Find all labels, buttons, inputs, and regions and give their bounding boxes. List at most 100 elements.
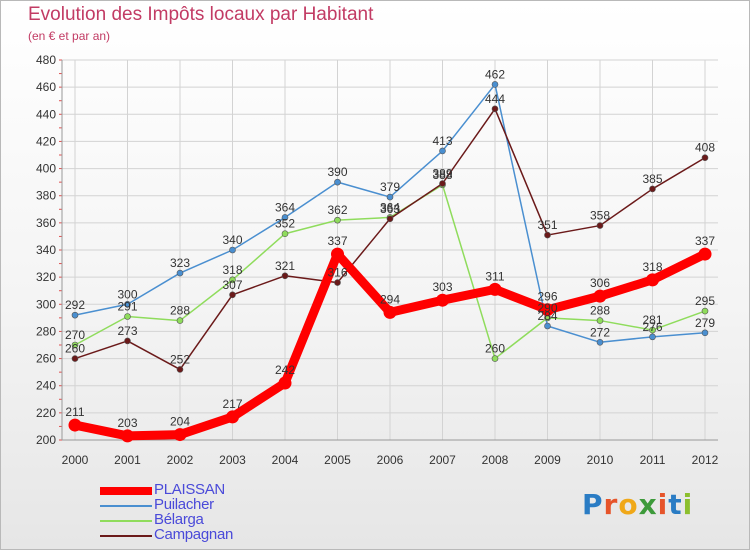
legend-label-belarga: Bélarga <box>154 511 204 528</box>
data-label-plaissan: 203 <box>117 416 137 430</box>
data-point-puilacher <box>176 269 184 277</box>
y-tick-label: 380 <box>36 189 56 203</box>
legend-item-puilacher[interactable]: Puilacher <box>100 496 350 513</box>
data-label-campagnan: 307 <box>222 278 242 292</box>
data-label-plaissan: 242 <box>275 363 295 377</box>
proxiti-logo: Proxiti <box>582 488 694 521</box>
y-tick-label: 480 <box>36 53 56 67</box>
y-tick-label: 200 <box>36 433 56 447</box>
data-label-plaissan: 311 <box>485 269 504 283</box>
data-point-belarga <box>649 326 656 334</box>
data-label-campagnan: 408 <box>695 141 715 155</box>
data-label-belarga: 295 <box>695 294 715 308</box>
data-point-plaissan <box>383 305 397 319</box>
data-point-plaissan <box>173 428 187 442</box>
data-label-puilacher: 413 <box>432 134 452 148</box>
data-label-campagnan: 273 <box>117 324 137 338</box>
y-tick-label: 360 <box>36 216 56 230</box>
y-tick-label: 400 <box>36 162 56 176</box>
data-label-puilacher: 390 <box>327 165 347 179</box>
y-tick-label: 220 <box>36 406 56 420</box>
data-point-campagnan <box>229 291 236 299</box>
data-label-puilacher: 462 <box>485 67 505 81</box>
legend-swatch-campagnan <box>100 535 152 537</box>
data-point-plaissan <box>593 289 607 303</box>
data-point-belarga <box>701 307 709 315</box>
chart-title: Evolution des Impôts locaux par Habitant <box>28 4 374 25</box>
data-label-campagnan: 363 <box>380 202 400 216</box>
data-label-campagnan: 321 <box>275 259 295 273</box>
legend-item-belarga[interactable]: Bélarga <box>100 511 350 528</box>
data-label-campagnan: 316 <box>327 266 347 280</box>
data-point-puilacher <box>439 147 446 155</box>
data-label-plaissan: 337 <box>695 234 715 248</box>
data-label-campagnan: 351 <box>537 218 557 232</box>
legend-item-plaissan[interactable]: PLAISSAN <box>100 481 350 498</box>
data-label-belarga: 291 <box>117 300 137 314</box>
data-point-campagnan <box>701 154 709 162</box>
data-point-belarga <box>124 313 131 320</box>
data-point-puilacher <box>281 214 289 221</box>
data-point-campagnan <box>596 222 604 229</box>
legend-label-plaissan: PLAISSAN <box>154 481 225 498</box>
x-tick-label: 2000 <box>62 453 89 467</box>
data-point-plaissan <box>698 247 712 261</box>
data-point-belarga <box>229 276 236 284</box>
data-point-puilacher <box>334 178 341 186</box>
y-tick-label: 460 <box>36 80 56 94</box>
data-label-plaissan: 337 <box>327 234 347 248</box>
data-label-plaissan: 303 <box>432 280 452 294</box>
y-tick-label: 320 <box>36 270 56 284</box>
data-label-puilacher: 276 <box>642 320 662 334</box>
data-label-belarga: 288 <box>590 304 610 318</box>
data-label-campagnan: 358 <box>590 209 610 223</box>
data-label-belarga: 281 <box>642 313 662 327</box>
data-label-campagnan: 444 <box>485 92 505 106</box>
data-point-belarga <box>596 317 604 324</box>
data-label-puilacher: 279 <box>695 316 715 330</box>
y-tick-label: 440 <box>36 107 56 121</box>
chart-legend: PLAISSAN Puilacher Bélarga Campagnan <box>100 481 350 543</box>
data-point-puilacher <box>124 300 131 308</box>
x-tick-label: 2011 <box>640 453 666 467</box>
y-tick-label: 300 <box>36 297 56 311</box>
x-tick-label: 2003 <box>219 453 246 467</box>
data-point-plaissan <box>488 282 502 296</box>
data-point-puilacher <box>701 329 709 337</box>
data-label-puilacher: 284 <box>537 309 557 323</box>
x-tick-label: 2001 <box>114 453 141 467</box>
y-tick-label: 240 <box>36 379 56 393</box>
data-label-plaissan: 296 <box>537 290 557 304</box>
x-tick-label: 2010 <box>587 453 614 467</box>
data-label-belarga: 318 <box>222 263 242 277</box>
data-label-belarga: 362 <box>327 203 347 217</box>
data-point-puilacher <box>386 193 394 201</box>
data-point-plaissan <box>226 410 239 424</box>
legend-item-campagnan[interactable]: Campagnan <box>100 526 350 543</box>
data-label-belarga: 288 <box>170 304 190 318</box>
data-point-belarga <box>176 317 184 324</box>
x-tick-label: 2002 <box>167 453 194 467</box>
data-label-plaissan: 294 <box>380 292 400 306</box>
data-label-belarga: 352 <box>275 217 295 231</box>
data-label-belarga: 260 <box>485 342 505 356</box>
data-point-campagnan <box>491 105 499 113</box>
data-label-puilacher: 340 <box>222 233 242 247</box>
data-label-belarga: 364 <box>380 200 400 214</box>
data-label-puilacher: 272 <box>590 325 610 339</box>
data-point-plaissan <box>541 303 554 317</box>
data-point-campagnan <box>386 215 394 223</box>
data-point-puilacher <box>596 338 604 346</box>
data-point-plaissan <box>121 429 134 443</box>
data-point-belarga <box>281 230 289 238</box>
data-point-campagnan <box>71 355 79 362</box>
data-point-belarga <box>71 341 79 349</box>
x-tick-label: 2008 <box>482 453 509 467</box>
legend-swatch-plaissan <box>100 487 152 495</box>
data-label-plaissan: 204 <box>170 415 190 429</box>
legend-swatch-belarga <box>100 520 152 522</box>
data-label-campagnan: 389 <box>432 167 452 181</box>
data-label-puilacher: 323 <box>170 256 190 270</box>
data-label-puilacher: 300 <box>117 287 137 301</box>
